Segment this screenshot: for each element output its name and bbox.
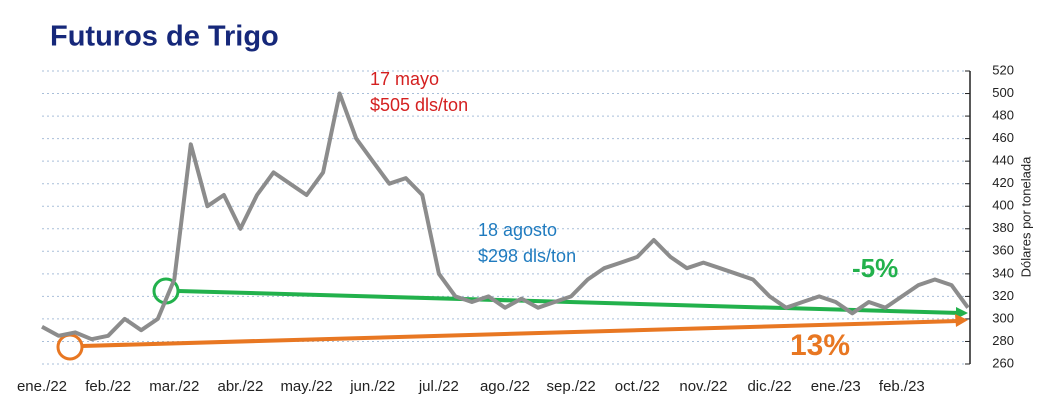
y-tick-label: 280 [992,333,1014,348]
chart-title: Futuros de Trigo [50,21,279,53]
y-tick-label: 400 [992,198,1014,213]
x-tick-label: nov./22 [679,378,727,395]
y-tick-label: 300 [992,310,1014,325]
y-tick-label: 520 [992,62,1014,77]
y-tick-label: 320 [992,288,1014,303]
x-tick-label: ene./22 [17,378,67,395]
annotation: $298 dls/ton [478,246,576,266]
y-tick-label: 340 [992,265,1014,280]
annotation: $505 dls/ton [370,95,468,115]
trend-line [81,319,959,348]
x-tick-label: jun./22 [349,378,395,395]
x-tick-label: sep./22 [547,378,596,395]
y-tick-label: 380 [992,220,1014,235]
x-tick-label: ago./22 [480,378,530,395]
x-tick-label: mar./22 [149,378,199,395]
x-tick-label: abr./22 [217,378,263,395]
x-tick-label: feb./23 [879,378,925,395]
price-line [41,91,970,342]
annotation: 13% [790,329,850,362]
x-tick-label: dic./22 [747,378,791,395]
x-tick-label: oct./22 [615,378,660,395]
y-tick-label: 440 [992,153,1014,168]
annotation: 18 agosto [478,220,557,240]
y-tick-label: 420 [992,175,1014,190]
x-tick-label: may./22 [280,378,332,395]
annotation: -5% [852,253,898,283]
plot [41,91,970,342]
x-tick-label: jul./22 [418,378,459,395]
grid [42,70,970,365]
marker-circle [56,333,84,361]
x-tick-label: feb./22 [85,378,131,395]
y-tick-label: 360 [992,243,1014,258]
y-tick-label: 480 [992,108,1014,123]
y-tick-label: 460 [992,130,1014,145]
arrow-head [955,314,968,327]
x-tick-label: ene./23 [811,378,861,395]
trend-line [177,289,961,315]
annotation: 17 mayo [370,69,439,89]
y-tick-label: 500 [992,85,1014,100]
y-tick-label: 260 [992,355,1014,370]
y-axis-label: Dólares por tonelada [1018,156,1033,277]
